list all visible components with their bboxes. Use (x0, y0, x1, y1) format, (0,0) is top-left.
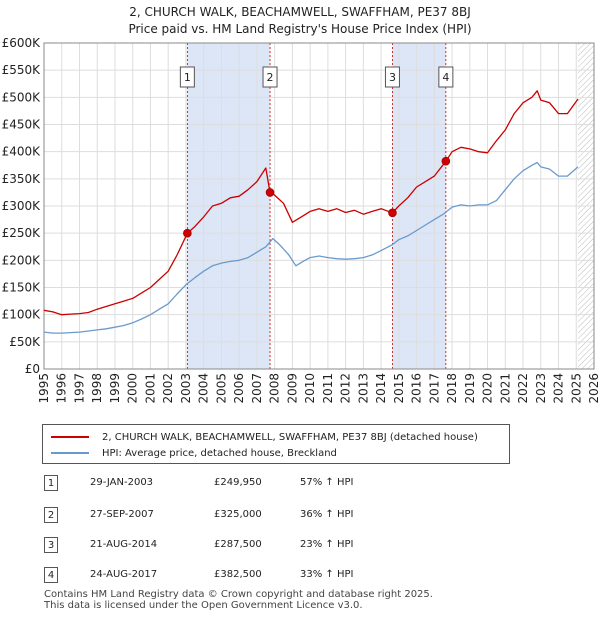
sale-label-number: 2 (267, 71, 274, 84)
sale-number-badge: 3 (44, 537, 58, 553)
sale-point-marker (388, 208, 397, 218)
x-tick-label: 2024 (552, 373, 566, 404)
sale-label-box (384, 66, 400, 88)
plot-frame (43, 42, 595, 370)
y-tick-label: £150K (2, 281, 42, 295)
x-tick-label: 1995 (37, 373, 51, 404)
x-tick-label: 2000 (126, 373, 140, 404)
x-tick-label: 2016 (410, 373, 424, 404)
x-tick-label: 2014 (374, 373, 388, 404)
x-tick-label: 2009 (285, 373, 299, 404)
sale-row: 3 21-AUG-2014 £287,500 23% ↑ HPI (42, 537, 582, 555)
y-tick-label: £600K (2, 36, 42, 50)
legend-swatch-property (51, 436, 89, 438)
sale-hpi-change: 33% ↑ HPI (300, 569, 354, 580)
chart-title: 2, CHURCH WALK, BEACHAMWELL, SWAFFHAM, P… (0, 4, 600, 38)
property-price-line (43, 90, 579, 316)
x-tick-label: 2005 (214, 373, 228, 404)
y-tick-label: £450K (2, 118, 42, 132)
sale-point-marker (183, 228, 192, 238)
y-tick-label: £400K (2, 145, 42, 159)
sale-row: 1 29-JAN-2003 £249,950 57% ↑ HPI (42, 475, 582, 493)
legend-item-property: 2, CHURCH WALK, BEACHAMWELL, SWAFFHAM, P… (51, 430, 478, 444)
price-chart: £0 £50K £100K £150K £200K £250K £300K £350K £400… (2, 36, 600, 404)
sale-row: 4 24-AUG-2017 £382,500 33% ↑ HPI (42, 567, 582, 585)
x-tick-label: 2019 (463, 373, 477, 404)
x-tick-label: 2001 (143, 373, 157, 404)
sale-date: 21-AUG-2014 (90, 539, 158, 550)
x-tick-label: 2026 (587, 373, 600, 404)
x-tick-label: 2010 (303, 373, 317, 404)
x-tick-label: 2004 (197, 373, 211, 404)
sale-number-badge: 1 (44, 475, 58, 491)
sale-date: 29-JAN-2003 (90, 477, 154, 488)
y-tick-label: £250K (2, 226, 42, 240)
x-tick-label: 1998 (90, 373, 104, 404)
sale-hpi-change: 23% ↑ HPI (300, 539, 354, 550)
sale-row: 2 27-SEP-2007 £325,000 36% ↑ HPI (42, 507, 582, 525)
x-tick-label: 2008 (268, 373, 282, 404)
title-line: 2, CHURCH WALK, BEACHAMWELL, SWAFFHAM, P… (129, 5, 471, 19)
x-tick-label: 2018 (445, 373, 459, 404)
sale-number-badge: 4 (44, 567, 58, 583)
legend-item-hpi: HPI: Average price, detached house, Brec… (51, 446, 337, 460)
sale-label-box (179, 66, 195, 88)
legend-label-hpi: HPI: Average price, detached house, Brec… (102, 447, 337, 459)
sale-price: £287,500 (214, 539, 262, 550)
sale-price: £382,500 (214, 569, 262, 580)
x-tick-label: 1999 (108, 373, 122, 404)
x-tick-label: 2017 (427, 373, 441, 404)
sale-date: 24-AUG-2017 (90, 569, 158, 580)
y-tick-label: £350K (2, 172, 42, 186)
x-tick-label: 2020 (481, 373, 495, 404)
sale-date: 27-SEP-2007 (90, 509, 154, 520)
x-tick-label: 2022 (516, 373, 530, 404)
y-tick-label: £550K (2, 63, 42, 77)
sale-point-marker (265, 188, 275, 197)
x-tick-label: 1997 (72, 373, 86, 404)
y-tick-label: £500K (2, 90, 42, 104)
y-tick-label: £100K (2, 308, 42, 322)
footer-copyright: Contains HM Land Registry data © Crown c… (44, 589, 433, 600)
x-tick-label: 2006 (232, 373, 246, 404)
x-tick-label: 2002 (161, 373, 175, 404)
x-tick-label: 2003 (179, 373, 193, 404)
footer-licence: This data is licensed under the Open Gov… (44, 600, 363, 611)
legend-label-property: 2, CHURCH WALK, BEACHAMWELL, SWAFFHAM, P… (102, 431, 478, 443)
x-tick-label: 2013 (356, 373, 370, 404)
sale-price: £325,000 (214, 509, 262, 520)
sale-hpi-change: 57% ↑ HPI (300, 477, 354, 488)
hpi-line (43, 161, 579, 334)
x-tick-label: 2025 (569, 373, 583, 404)
x-tick-label: 2021 (498, 373, 512, 404)
sale-price: £249,950 (214, 477, 262, 488)
x-tick-label: 2015 (392, 373, 406, 404)
x-tick-label: 2023 (534, 373, 548, 404)
x-tick-label: 2007 (250, 373, 264, 404)
x-tick-label: 2012 (339, 373, 353, 404)
y-tick-label: £0 (25, 362, 40, 376)
sale-label-box (438, 66, 454, 88)
sale-hpi-change: 36% ↑ HPI (300, 509, 354, 520)
sale-label-number: 3 (389, 71, 396, 84)
sale-label-number: 4 (442, 71, 449, 84)
footer: Contains HM Land Registry data © Crown c… (44, 589, 433, 611)
sale-number-badge: 2 (44, 507, 58, 523)
x-tick-label: 2011 (321, 373, 335, 404)
sale-point-marker (441, 156, 451, 166)
legend: 2, CHURCH WALK, BEACHAMWELL, SWAFFHAM, P… (42, 424, 510, 464)
sale-label-box (262, 66, 278, 88)
subtitle-line: Price paid vs. HM Land Registry's House … (128, 22, 472, 36)
y-tick-label: £300K (2, 199, 42, 213)
y-tick-label: £200K (2, 253, 42, 267)
legend-swatch-hpi (51, 452, 89, 454)
x-tick-label: 1996 (55, 373, 69, 404)
sale-label-number: 1 (184, 71, 191, 84)
y-tick-label: £50K (9, 335, 41, 349)
